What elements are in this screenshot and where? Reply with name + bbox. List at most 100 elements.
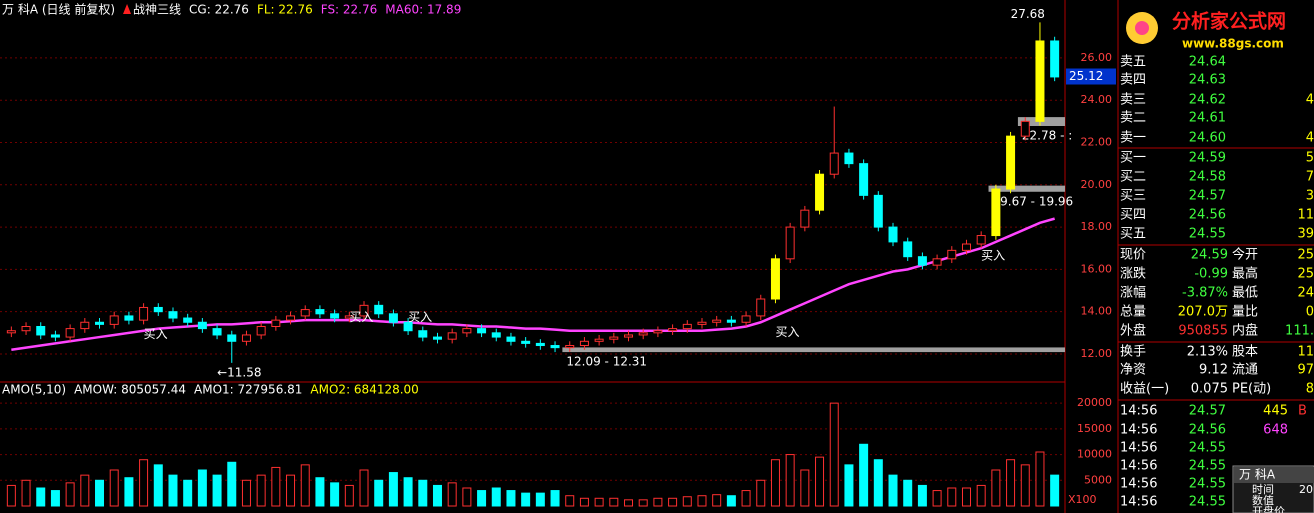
book-label: 卖四	[1120, 73, 1146, 88]
volume-bar	[168, 474, 178, 507]
book-label: 买三	[1120, 189, 1146, 204]
stat-label: 收益(一)	[1120, 382, 1169, 397]
stat-value: 11	[1297, 345, 1314, 360]
volume-bar	[197, 469, 207, 507]
y-tick-label: 12.00	[1081, 347, 1113, 360]
candle-body	[550, 345, 560, 349]
volume-bar	[65, 482, 75, 507]
book-label: 买五	[1120, 227, 1146, 242]
candle-body	[1050, 40, 1060, 78]
candle-body	[521, 340, 531, 344]
indicator-label: MA60: 17.89	[385, 3, 461, 17]
book-price: 24.62	[1189, 93, 1226, 108]
volume-bar	[491, 487, 501, 507]
volume-bar	[726, 495, 736, 507]
candle-body	[212, 328, 222, 336]
candle-body	[917, 256, 927, 266]
volume-bar	[109, 469, 119, 507]
candle-body	[961, 243, 971, 251]
tick-time: 14:56	[1120, 423, 1157, 438]
annotation: 买入	[981, 249, 1005, 263]
indicator-label: FL: 22.76	[257, 3, 313, 17]
volume-bar	[212, 474, 222, 507]
candle-body	[21, 325, 31, 332]
candle-body	[682, 323, 692, 330]
volume-bar	[770, 459, 780, 507]
volume-bar	[241, 479, 251, 507]
stat-label: 涨幅	[1120, 286, 1146, 301]
y-tick-label: 10000	[1077, 448, 1112, 461]
candle-body	[903, 241, 913, 258]
volume-bar	[550, 490, 560, 507]
stat-label: 现价	[1120, 248, 1146, 263]
candle-body	[726, 319, 736, 323]
volume-bar	[477, 490, 487, 507]
volume-bar	[829, 402, 839, 507]
volume-bar	[359, 469, 369, 507]
candle-body	[829, 152, 839, 175]
candle-body	[227, 334, 237, 342]
stat-label: 今开	[1232, 247, 1258, 263]
volume-bar	[1050, 474, 1060, 507]
candle-body	[183, 317, 193, 323]
tick-time: 14:56	[1120, 441, 1157, 456]
book-volume: 4	[1306, 131, 1314, 146]
stat-label: 流通	[1232, 363, 1258, 378]
candle-body	[241, 334, 251, 342]
candle-body	[256, 325, 266, 336]
book-price: 24.60	[1189, 131, 1226, 146]
volume-bar	[36, 487, 46, 507]
popup-value: 20	[1299, 483, 1313, 496]
y-tick-label: 16.00	[1081, 262, 1113, 275]
indicator-label: CG: 22.76	[189, 3, 249, 17]
volume-bar	[844, 464, 854, 507]
volume-bar	[80, 474, 90, 507]
candle-body	[139, 306, 149, 321]
candle-body	[859, 163, 869, 196]
candle-body	[6, 330, 16, 334]
candle-body	[50, 334, 60, 338]
stat-value: 24	[1297, 286, 1314, 301]
volume-bar	[859, 443, 869, 507]
stat-label: 股本	[1232, 345, 1258, 360]
popup-header	[1234, 467, 1314, 483]
candle-body	[418, 330, 428, 338]
stat-label: 最高	[1232, 266, 1258, 282]
volume-bar	[227, 461, 237, 507]
indicator-name: 战神三线	[133, 3, 181, 17]
tick-price: 24.56	[1189, 423, 1226, 438]
stat-value: 24.59	[1191, 248, 1228, 263]
stat-label: 总量	[1120, 305, 1146, 320]
annotation: 买入	[775, 325, 799, 339]
volume-bar	[344, 484, 354, 507]
candle-body	[388, 313, 398, 323]
stat-label: 内盘	[1232, 323, 1258, 339]
volume-bar	[609, 497, 619, 507]
stat-value: 25	[1297, 267, 1314, 282]
candle-body	[271, 319, 281, 327]
book-label: 买一	[1120, 151, 1146, 166]
candle-body	[1035, 40, 1045, 122]
book-price: 24.57	[1189, 189, 1226, 204]
annotation: ←11.58	[217, 365, 261, 379]
volume-bar	[183, 479, 193, 507]
book-price: 24.55	[1189, 227, 1226, 242]
volume-bar	[521, 492, 531, 507]
volume-bar	[95, 479, 105, 507]
candle-body	[403, 321, 413, 332]
y-tick-label: 20.00	[1081, 178, 1113, 191]
candle-body	[712, 319, 722, 323]
volume-bar	[300, 464, 310, 507]
volume-bar	[873, 459, 883, 507]
stat-value: -3.87%	[1182, 286, 1228, 301]
volume-bar	[256, 474, 266, 507]
book-label: 买二	[1120, 170, 1146, 185]
indicator-label: AMOW: 805057.44	[74, 383, 186, 397]
candle-body	[815, 173, 825, 211]
y-tick-label: 26.00	[1081, 51, 1113, 64]
volume-bar	[624, 499, 634, 507]
logo-url: www.88gs.com	[1182, 37, 1284, 51]
candle-body	[756, 298, 766, 317]
volume-bar	[800, 469, 810, 507]
popup-row: 开盘价	[1252, 504, 1285, 513]
